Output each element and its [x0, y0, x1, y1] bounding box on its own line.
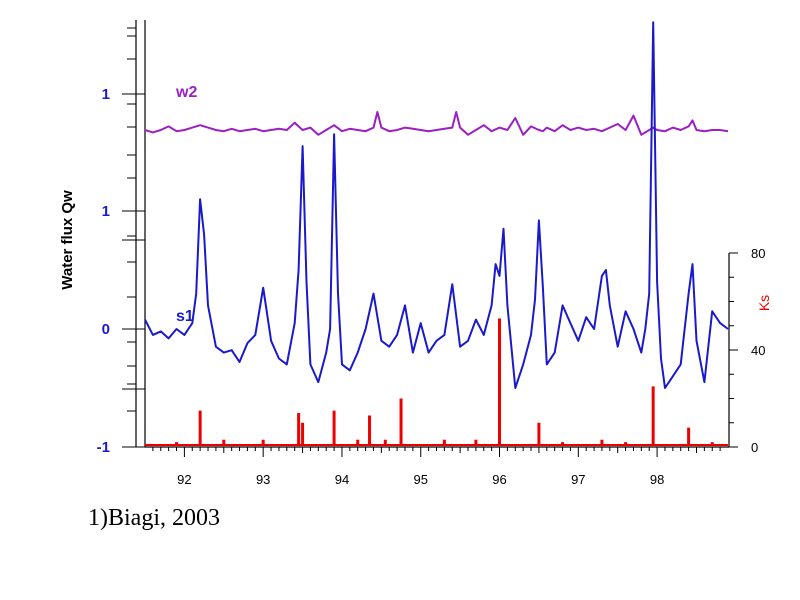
- x-tick-label: 95: [414, 472, 428, 487]
- series-layer: [144, 21, 729, 446]
- left-y-tick-label: 1: [102, 86, 110, 103]
- y-axis-label: Water flux Qw: [59, 190, 76, 290]
- x-tick-label: 97: [571, 472, 585, 487]
- left-y-tick-label: 0: [102, 321, 110, 338]
- series-line-w2: [144, 111, 729, 136]
- series-label-s1: s1: [176, 308, 194, 325]
- right-y-tick-label: 80: [751, 246, 765, 261]
- series-label-w2: w2: [175, 84, 197, 101]
- x-tick-label: 92: [177, 472, 191, 487]
- left-y-tick-label: 1: [102, 203, 110, 220]
- right-y-axis-label: Ks: [756, 295, 772, 311]
- x-tick-label: 96: [492, 472, 506, 487]
- x-tick-label: 94: [335, 472, 349, 487]
- caption: 1)Biagi, 2003: [88, 505, 220, 531]
- series-line-s1: [144, 21, 729, 389]
- right-y-tick-label: 0: [751, 440, 758, 455]
- left-y-tick-label: -1: [97, 439, 110, 456]
- series-ks: [145, 318, 728, 446]
- right-y-ticks: 0 40 80: [729, 246, 765, 455]
- x-ticks: 92 93 94 95 96 97 98: [152, 447, 721, 487]
- left-y-ticks: 1 1 0 -1: [97, 86, 110, 456]
- right-y-tick-label: 40: [751, 343, 765, 358]
- axes: [122, 20, 730, 448]
- x-tick-label: 93: [256, 472, 270, 487]
- x-tick-label: 98: [650, 472, 664, 487]
